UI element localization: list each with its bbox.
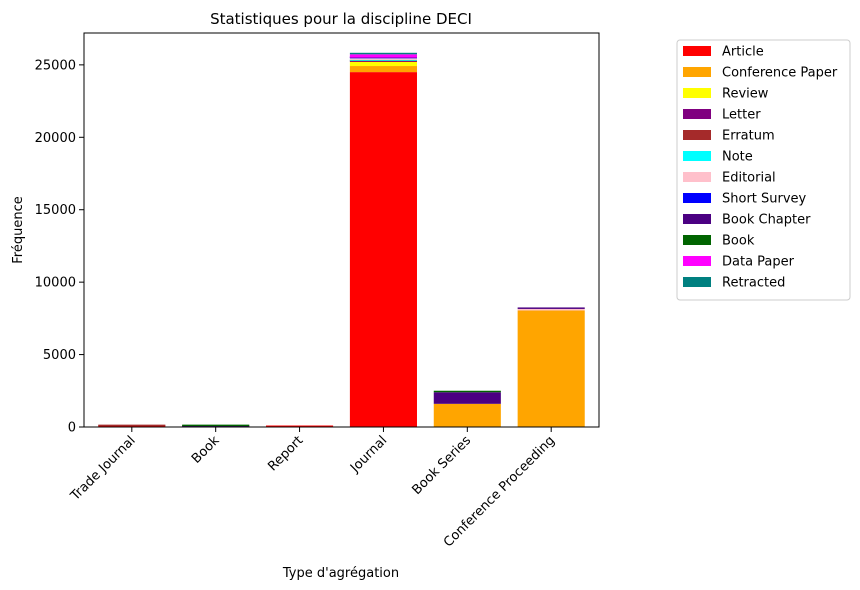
bar-segment-conference-paper-5 [517,310,585,427]
x-axis-label: Type d'agrégation [282,566,399,581]
legend-swatch-short-survey [683,193,711,203]
bar-segment-erratum-0 [98,424,166,427]
legend-label: Article [722,45,764,60]
bar-segment-article-2 [266,425,334,427]
legend-label: Conference Paper [722,66,838,81]
legend-label: Review [722,87,769,102]
legend-swatch-book [683,235,711,245]
bar-segment-note-3 [349,59,417,61]
x-tick-label: Book Series [409,433,474,498]
x-tick-label: Trade Journal [67,433,138,504]
legend-box [676,39,851,301]
legend-swatch-note [683,151,711,161]
legend-swatch-article [683,46,711,56]
bar-segment-book-chapter-5 [517,307,585,309]
legend-label: Book [722,234,755,249]
legend-swatch-data-paper [683,256,711,266]
bar-segment-book-chapter-4 [433,392,501,404]
legend-label: Retracted [722,276,785,291]
chart-title: Statistiques pour la discipline DECI [210,10,472,28]
plot-frame [83,32,600,428]
legend-swatch-letter [683,109,711,119]
legend-label: Short Survey [722,192,807,207]
bar-segment-retracted-3 [349,52,417,55]
y-tick-label: 0 [68,421,76,436]
y-axis: 0 5000 10000 15000 20000 25000 [35,58,84,436]
x-tick-label: Book [189,433,223,467]
y-tick-label: 25000 [35,58,76,73]
y-tick-label: 10000 [35,276,76,291]
bar-segment-editorial-3 [349,58,417,60]
legend-swatch-editorial [683,172,711,182]
legend-swatch-conference-paper [683,67,711,77]
legend-label: Editorial [722,171,776,186]
x-axis: Trade Journal Book Report Journal Book Serie… [67,427,558,550]
legend-swatch-book-chapter [683,214,711,224]
legend-label: Book Chapter [722,213,811,228]
legend-swatch-review [683,88,711,98]
y-tick-label: 20000 [35,131,76,146]
bar-segment-book-1 [182,424,250,427]
legend-label: Data Paper [722,255,795,270]
bar-segment-review-3 [349,61,417,67]
y-tick-label: 15000 [35,203,76,218]
x-tick-label: Report [265,433,306,474]
bar-segment-data-paper-3 [349,54,417,58]
legend-swatch-retracted [683,277,711,287]
y-axis-label: Fréquence [11,196,26,263]
y-tick-label: 5000 [43,348,76,363]
legend-label: Letter [722,108,761,123]
bar-segment-article-3 [349,72,417,428]
bar-segment-book-4 [433,390,501,393]
legend-swatch-erratum [683,130,711,140]
legend: Article Conference Paper Review Letter Errat… [676,39,851,301]
plot-area [98,52,585,428]
bar-segment-conference-paper-3 [349,66,417,73]
legend-label: Erratum [722,129,775,144]
legend-label: Note [722,150,753,165]
x-tick-label: Journal [347,433,390,476]
bar-segment-article-0 [98,425,166,427]
bar-segment-editorial-5 [517,308,585,311]
bar-segment-conference-paper-4 [433,403,501,427]
